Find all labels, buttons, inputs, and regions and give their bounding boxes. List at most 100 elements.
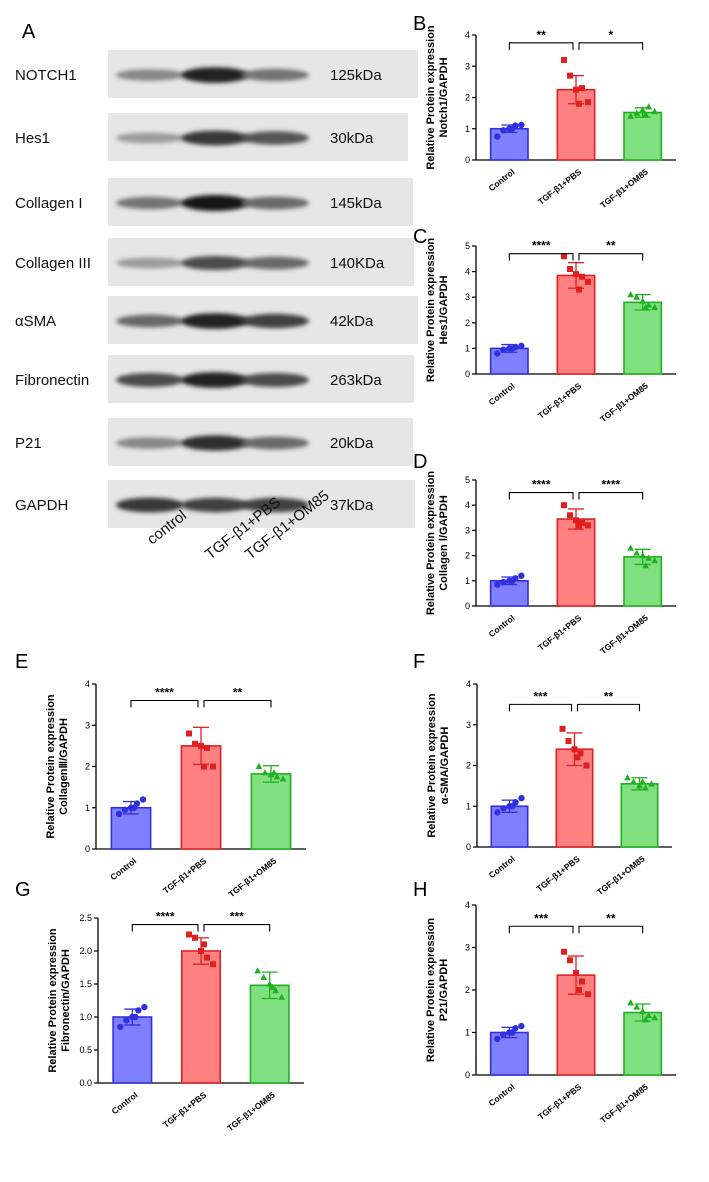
category-label: Control [487, 167, 517, 193]
significance-label: **** [156, 910, 175, 924]
significance-label: **** [532, 239, 551, 253]
y-tick-label: 2 [465, 93, 470, 103]
y-axis-title: Collagen Ⅰ/GAPDH [438, 495, 450, 591]
significance-bracket [508, 492, 574, 500]
data-point [210, 763, 216, 770]
y-tick-label: 3 [465, 943, 470, 953]
significance-bracket [578, 492, 644, 500]
significance-bracket [578, 42, 644, 50]
bar [180, 950, 222, 1084]
data-point [186, 931, 192, 938]
y-tick-label: 2 [465, 551, 470, 561]
data-point [266, 980, 274, 987]
blot-band [181, 313, 249, 329]
y-tick-label: 1.0 [79, 1012, 92, 1022]
data-point [630, 778, 637, 785]
data-point [642, 784, 649, 791]
y-axis-title: Relative Protein expression [425, 238, 437, 383]
bar [249, 984, 290, 1084]
data-point [509, 1029, 516, 1036]
significance-label: *** [533, 689, 547, 703]
y-axis-title: Relative Protein expression [425, 918, 437, 1063]
category-label: Control [487, 613, 517, 639]
y-tick-label: 3 [85, 720, 90, 730]
panel-letter: C [413, 226, 427, 248]
y-tick-label: 2 [85, 762, 90, 772]
data-point [633, 293, 641, 300]
data-point [639, 106, 647, 113]
category-label: TGF-β1+PBS [534, 853, 582, 893]
y-axis-title: Notch1/GAPDH [438, 57, 450, 137]
y-tick-label: 3 [466, 720, 471, 730]
chart-f: F 0 1 2 3 4 Relative Protein expression α-SMA/G… [413, 651, 672, 897]
data-point [494, 809, 501, 816]
significance-bracket [508, 925, 574, 934]
data-point [585, 99, 591, 106]
data-point [639, 552, 647, 559]
data-point [576, 522, 582, 529]
data-point [279, 775, 287, 782]
category-label: TGF-β1+OM85 [226, 856, 278, 900]
significance-label: * [608, 28, 613, 42]
bar [556, 518, 596, 607]
category-label: TGF-β1+OM85 [598, 381, 650, 425]
significance-label: ** [233, 686, 243, 700]
data-point [509, 125, 516, 132]
significance-bracket [578, 925, 644, 934]
category-label: TGF-β1+PBS [536, 380, 584, 420]
y-axis-title: Relative Protein expression [425, 471, 437, 616]
data-point [639, 1007, 647, 1014]
data-point [130, 804, 138, 811]
y-tick-label: 4 [465, 900, 470, 910]
category-label: TGF-β1+OM85 [598, 167, 650, 211]
y-tick-label: 1 [466, 801, 471, 811]
data-point [567, 512, 573, 519]
y-tick-label: 4 [465, 267, 470, 277]
data-point [500, 346, 507, 353]
blot-protein-label: Hes1 [15, 130, 50, 147]
panel-letter: G [15, 879, 31, 901]
blot-band [241, 497, 309, 513]
data-point [639, 297, 647, 304]
significance-bracket [576, 703, 641, 712]
significance-label: **** [532, 478, 551, 492]
data-point [115, 810, 123, 818]
blot-band [181, 195, 249, 211]
data-point [117, 1023, 124, 1031]
significance-label: *** [534, 911, 548, 925]
category-label: TGF-β1+OM85 [225, 1090, 277, 1134]
data-point [204, 954, 210, 961]
data-point [579, 978, 585, 985]
y-tick-label: 2 [466, 761, 471, 771]
y-tick-label: 0 [465, 155, 470, 165]
data-point [518, 1022, 525, 1030]
bar [623, 301, 663, 375]
data-point [509, 577, 516, 584]
western-blot-panel: A NOTCH1 125kDa Hes1 30kDa Collagen I 145kDa C… [15, 21, 418, 563]
y-tick-label: 0.0 [79, 1078, 92, 1088]
data-point [198, 948, 204, 954]
y-axis-title: Relative Protein expression [426, 693, 438, 838]
data-point [267, 771, 275, 778]
significance-label: ** [606, 239, 616, 253]
y-tick-label: 1 [85, 803, 90, 813]
data-point [272, 987, 280, 994]
data-point [254, 967, 262, 974]
data-point [500, 578, 507, 586]
data-point [574, 754, 581, 761]
data-point [627, 291, 635, 298]
chart-b: B 0 1 2 3 4 Relative Protein expression Notch1/… [413, 13, 676, 210]
y-tick-label: 1 [465, 124, 470, 134]
category-label: TGF-β1+PBS [536, 166, 584, 206]
data-point [261, 769, 269, 776]
data-point [255, 762, 263, 770]
blot-band [181, 256, 249, 270]
blot-kda-label: 20kDa [330, 435, 374, 452]
significance-bracket [203, 924, 271, 932]
y-tick-label: 1 [465, 576, 470, 586]
significance-bracket [508, 253, 574, 261]
bar [250, 773, 292, 850]
blot-band [116, 497, 184, 513]
data-point [494, 133, 501, 140]
blot-protein-label: P21 [15, 435, 42, 452]
